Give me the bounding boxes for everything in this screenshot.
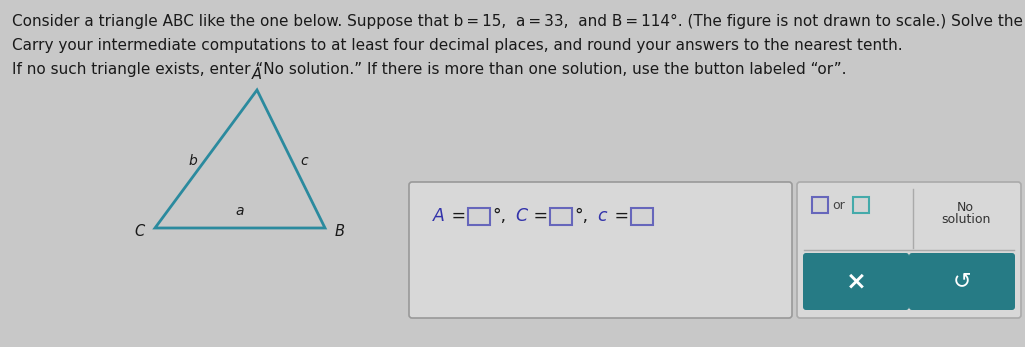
Text: A: A — [252, 67, 262, 82]
Text: =: = — [528, 207, 554, 225]
Text: $c$: $c$ — [592, 207, 609, 225]
FancyBboxPatch shape — [853, 197, 869, 213]
Text: solution: solution — [941, 213, 990, 226]
Text: =: = — [609, 207, 634, 225]
FancyBboxPatch shape — [550, 208, 572, 225]
Text: Carry your intermediate computations to at least four decimal places, and round : Carry your intermediate computations to … — [12, 38, 903, 53]
Text: $C$: $C$ — [510, 207, 530, 225]
Text: b: b — [189, 154, 197, 168]
Text: B: B — [335, 223, 345, 238]
Text: or: or — [832, 198, 845, 212]
FancyBboxPatch shape — [803, 253, 909, 310]
Text: ×: × — [846, 270, 866, 294]
Text: °,: °, — [574, 207, 588, 225]
FancyBboxPatch shape — [812, 197, 828, 213]
Text: If no such triangle exists, enter “No solution.” If there is more than one solut: If no such triangle exists, enter “No so… — [12, 62, 847, 77]
Text: $A$: $A$ — [432, 207, 446, 225]
FancyBboxPatch shape — [631, 208, 653, 225]
Text: c: c — [300, 154, 308, 168]
FancyBboxPatch shape — [468, 208, 490, 225]
FancyBboxPatch shape — [909, 253, 1015, 310]
FancyBboxPatch shape — [409, 182, 792, 318]
Text: a: a — [236, 204, 244, 218]
FancyBboxPatch shape — [797, 182, 1021, 318]
Text: Consider a triangle ABC like the one below. Suppose that b = 15,  a = 33,  and B: Consider a triangle ABC like the one bel… — [12, 14, 1025, 29]
Text: No: No — [957, 201, 974, 214]
Text: ↺: ↺ — [952, 271, 972, 291]
Text: =: = — [446, 207, 472, 225]
Text: C: C — [134, 223, 145, 238]
Text: °,: °, — [492, 207, 506, 225]
